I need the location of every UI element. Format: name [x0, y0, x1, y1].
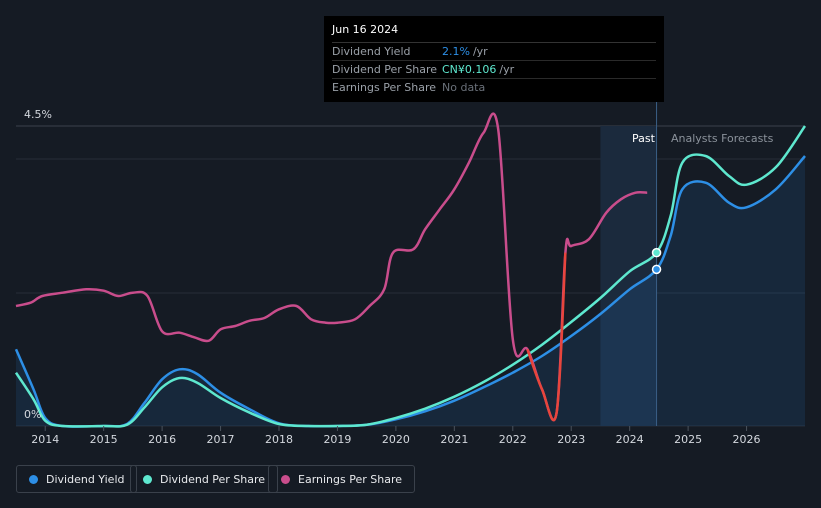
tooltip-row-earnings-per-share: Earnings Per Share No data [332, 79, 656, 96]
x-tick-label: 2019 [323, 433, 351, 446]
x-tick-label: 2023 [557, 433, 585, 446]
legend-dot-icon [281, 474, 290, 484]
legend-label: Dividend Per Share [160, 472, 266, 486]
x-tick-label: 2016 [148, 433, 176, 446]
gridlines [16, 125, 805, 427]
x-tick-label: 2018 [265, 433, 293, 446]
legend-dividend-per-share[interactable]: Dividend Per Share [130, 465, 279, 493]
legend-label: Dividend Yield [46, 472, 125, 486]
tooltip-row-dividend-yield: Dividend Yield 2.1% /yr [332, 43, 656, 61]
x-tick-label: 2021 [440, 433, 468, 446]
series-lines [14, 112, 807, 428]
legend-earnings-per-share[interactable]: Earnings Per Share [268, 465, 416, 493]
legend-dot-icon [143, 474, 152, 484]
tooltip-value: 2.1% [442, 45, 470, 58]
x-tick-label: 2024 [616, 433, 644, 446]
tooltip-label: Dividend Yield [332, 45, 411, 58]
series-areas [16, 156, 805, 427]
earnings-decline-segment [526, 252, 567, 422]
x-tick-label: 2020 [382, 433, 410, 446]
y-axis-top-label: 4.5% [24, 108, 52, 121]
x-tick-label: 2014 [31, 433, 59, 446]
x-tick-label: 2017 [207, 433, 235, 446]
tooltip-value: CN¥0.106 [442, 63, 497, 76]
legend-label: Earnings Per Share [298, 472, 403, 486]
x-tick-label: 2026 [733, 433, 761, 446]
tooltip-date: Jun 16 2024 [332, 22, 656, 43]
tooltip-unit: /yr [472, 45, 488, 58]
dividend-yield-point [651, 264, 662, 275]
x-tick-label: 2022 [499, 433, 527, 446]
past-region-band [600, 126, 657, 426]
dividend-yield-area [16, 156, 805, 427]
hover-points [651, 247, 662, 275]
x-tick-label: 2025 [674, 433, 702, 446]
tooltip-row-dividend-per-share: Dividend Per Share CN¥0.106 /yr [332, 61, 656, 79]
past-label: Past [632, 132, 655, 145]
tooltip-unit: /yr [499, 63, 515, 76]
y-axis-bottom-label: 0% [24, 408, 42, 421]
tooltip-label: Dividend Per Share [332, 63, 438, 76]
tooltip-label: Earnings Per Share [332, 81, 437, 94]
dividend-per-share-point [651, 247, 662, 258]
x-tick-label: 2015 [90, 433, 118, 446]
forecast-label: Analysts Forecasts [671, 132, 774, 145]
legend-dot-icon [29, 474, 38, 484]
legend-dividend-yield[interactable]: Dividend Yield [16, 465, 138, 493]
dividend-per-share-line [14, 125, 807, 428]
x-axis-ticks: 2014 2015 2016 2017 2018 2019 2020 2021 2022 2023… [31, 426, 761, 446]
tooltip-value: No data [442, 81, 486, 94]
hover-tooltip: Jun 16 2024 Dividend Yield 2.1% /yr Divi… [324, 16, 664, 102]
